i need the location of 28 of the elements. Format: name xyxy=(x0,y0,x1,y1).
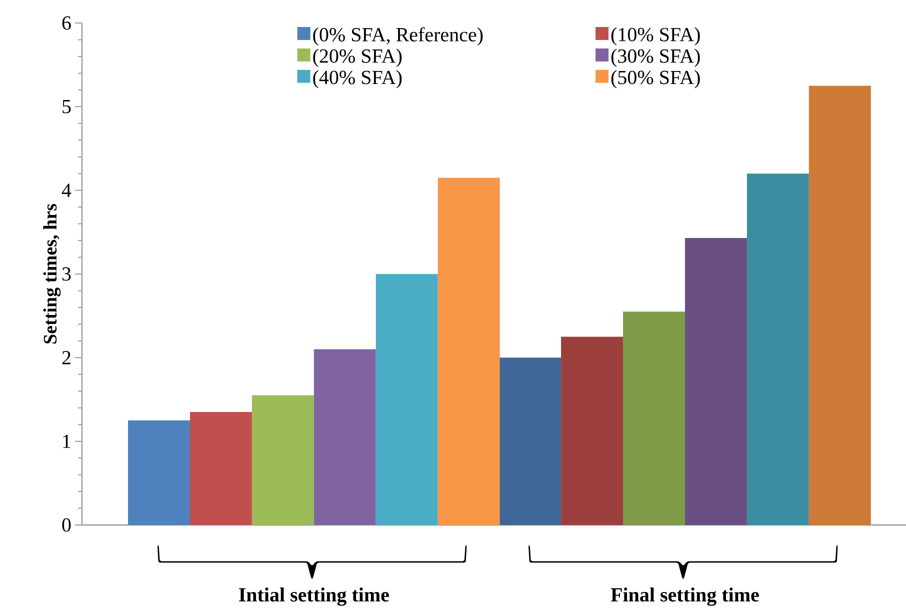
bar xyxy=(684,238,747,525)
legend-label: (50% SFA) xyxy=(611,70,700,88)
x-tick-label: Intial setting time xyxy=(239,588,389,606)
legend-label: (40% SFA) xyxy=(313,70,402,88)
bar xyxy=(808,86,871,525)
bar xyxy=(746,174,809,525)
y-tick-label: 2 xyxy=(62,351,70,364)
legend-label: (10% SFA) xyxy=(611,27,700,46)
legend-label: (0% SFA, Reference) xyxy=(313,27,483,46)
bar xyxy=(499,358,562,525)
legend-label: (20% SFA) xyxy=(313,48,402,67)
bar xyxy=(438,178,500,525)
y-tick-label: 0 xyxy=(62,518,71,532)
bar xyxy=(314,349,376,525)
bar xyxy=(252,395,314,525)
bar xyxy=(623,312,685,525)
bar xyxy=(561,336,624,525)
bar xyxy=(190,412,252,525)
y-tick-label: 4 xyxy=(62,184,72,197)
bar xyxy=(376,274,438,525)
legend-label: (30% SFA) xyxy=(611,48,700,67)
x-tick-label: Final setting time xyxy=(610,588,759,606)
y-axis-title: Setting times, hrs xyxy=(43,204,61,344)
y-tick-label: 3 xyxy=(62,267,71,281)
y-tick-label: 5 xyxy=(62,100,71,114)
y-tick-label: 1 xyxy=(63,434,70,448)
y-tick-label: 6 xyxy=(62,16,71,30)
bar xyxy=(128,420,190,525)
